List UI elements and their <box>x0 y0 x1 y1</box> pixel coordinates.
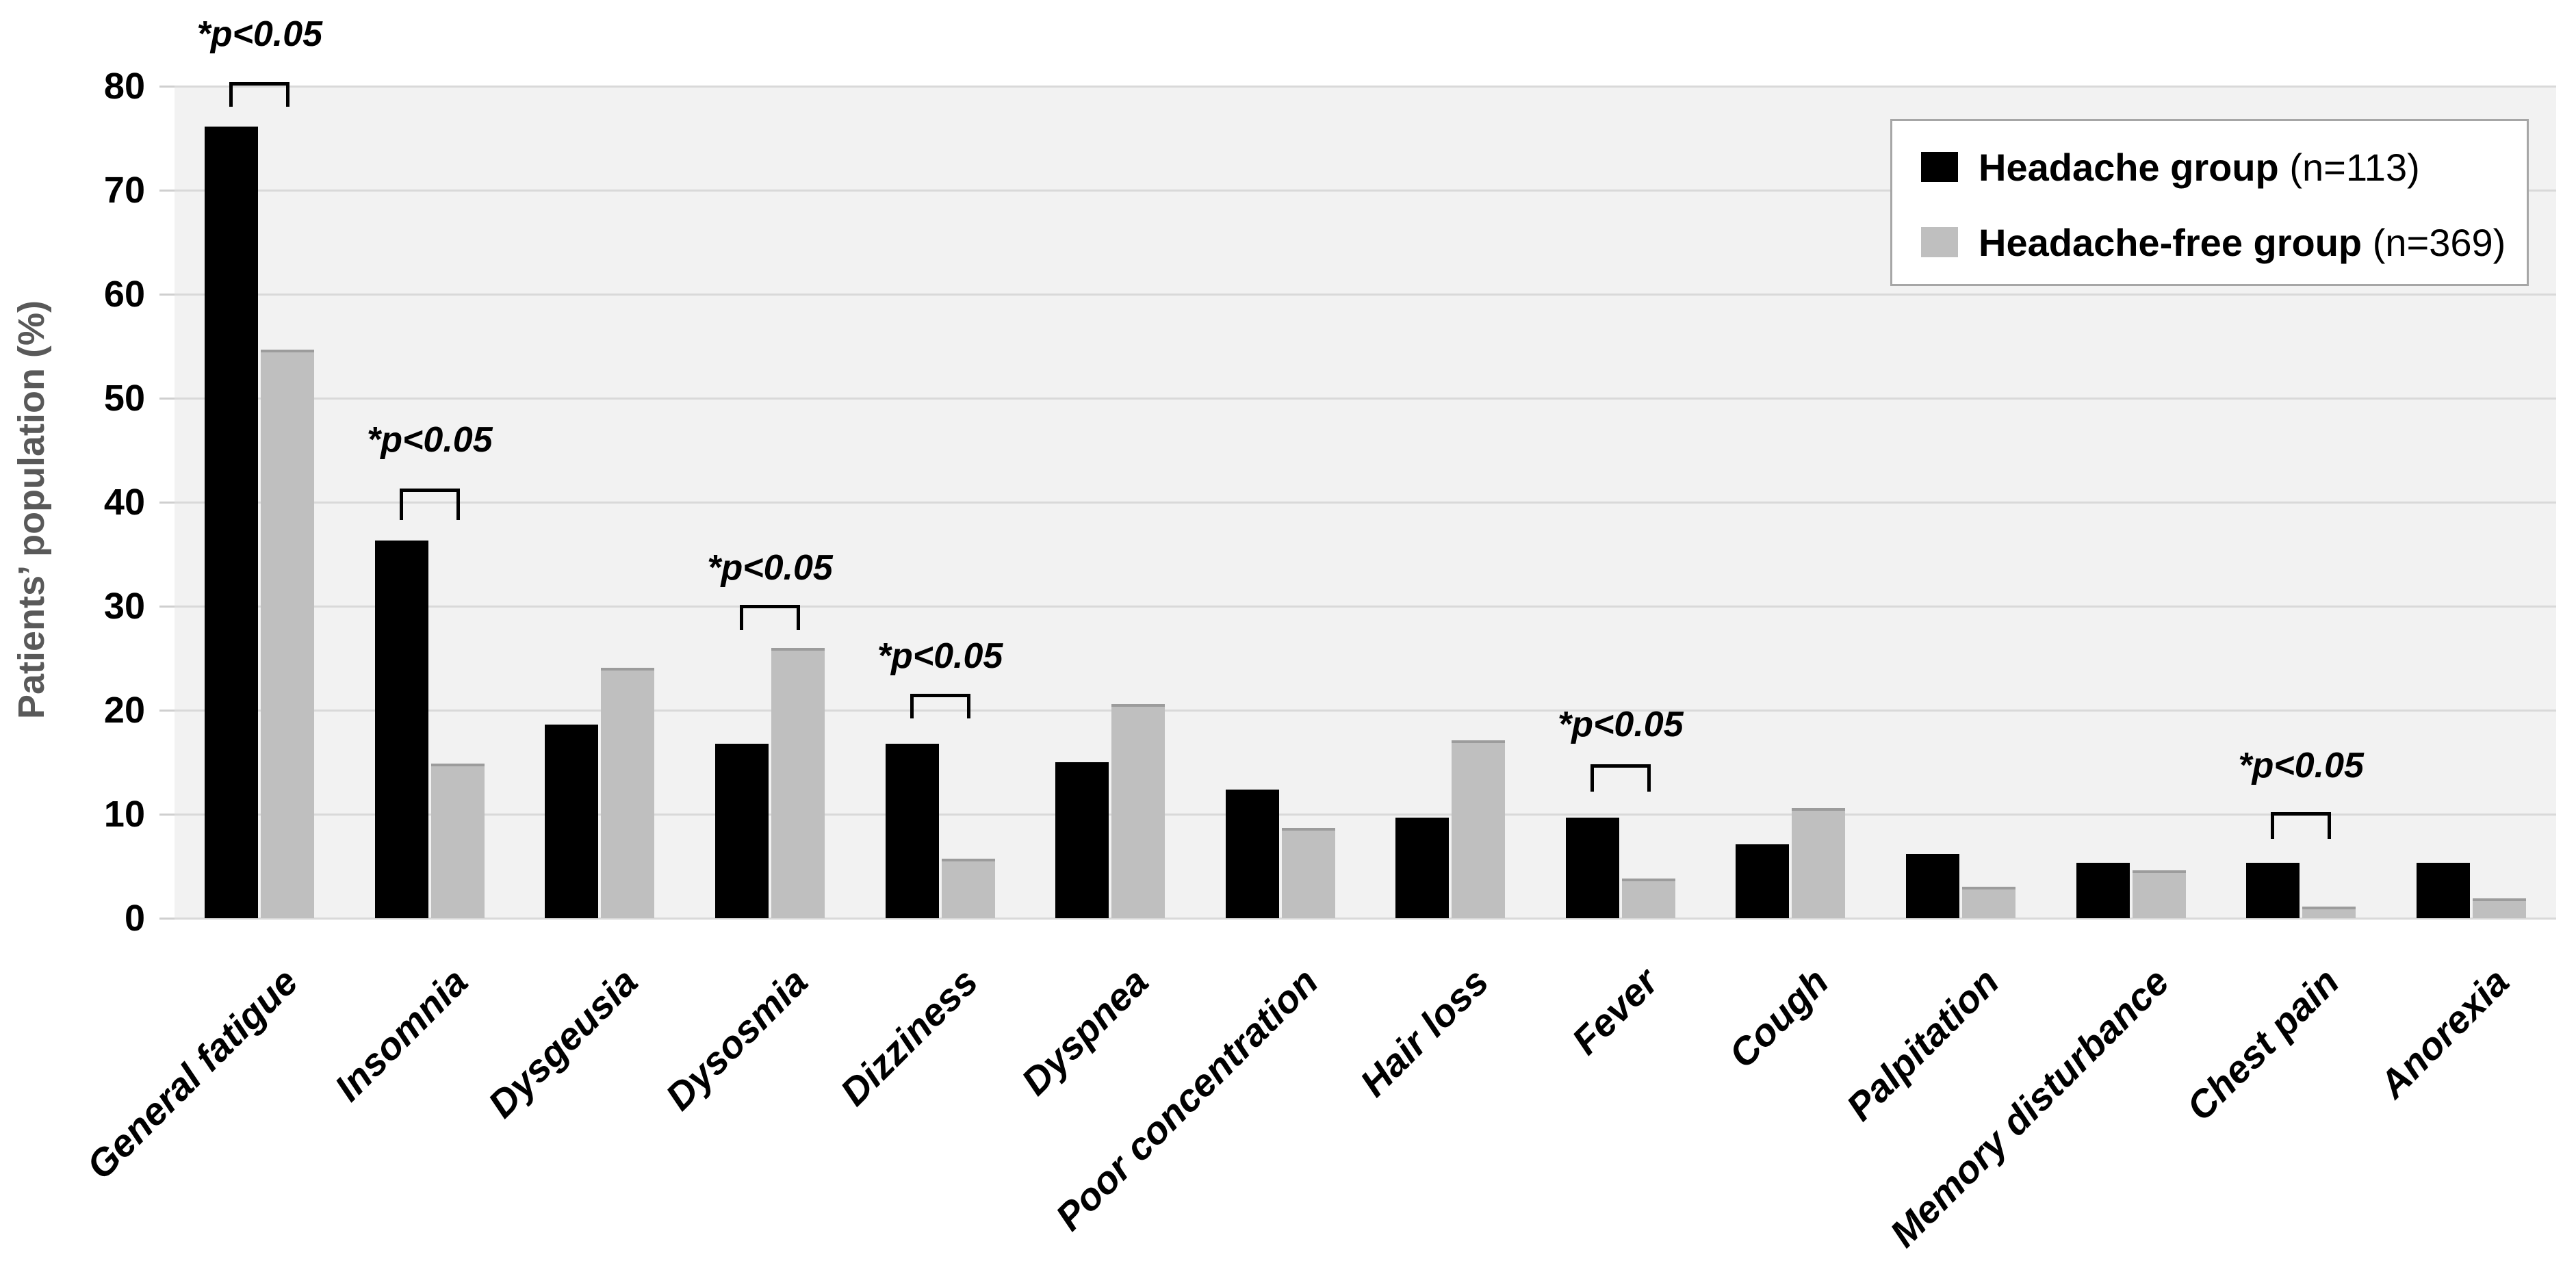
bar-headache-free-group <box>601 667 655 918</box>
x-category-label: Dysgeusia <box>480 959 646 1126</box>
gridline <box>175 501 2556 504</box>
bar-headache-group <box>1055 762 1109 918</box>
significance-bracket <box>2271 811 2332 840</box>
x-category-label: Dyspnea <box>1012 959 1157 1104</box>
bar-headache-group <box>1395 817 1450 918</box>
legend-label: Headache-free group (n=369) <box>1979 220 2506 264</box>
y-tick-label: 40 <box>103 482 145 523</box>
significance-label: *p<0.05 <box>196 14 323 54</box>
x-category-label: Dysosmia <box>657 959 816 1119</box>
bar-headache-group <box>1736 844 1790 918</box>
y-axis-tick <box>159 709 175 712</box>
bar-headache-free-group <box>261 349 315 918</box>
x-category-label: Palpitation <box>1838 959 2007 1129</box>
bar-headache-free-group <box>1281 827 1335 918</box>
gridline <box>175 189 2556 192</box>
bar-headache-group <box>205 127 259 918</box>
bar-headache-group <box>1906 853 1959 918</box>
legend-item: Headache-free group (n=369) <box>1921 220 2506 264</box>
x-category-label: Memory disturbance <box>1881 959 2177 1256</box>
y-tick-label: 20 <box>103 690 145 731</box>
y-axis-tick <box>159 501 175 504</box>
bar-headache-group <box>545 725 599 918</box>
y-tick-label: 10 <box>103 794 145 835</box>
y-tick-label: 70 <box>103 170 145 211</box>
gridline <box>175 709 2556 712</box>
x-category-label: Hair loss <box>1351 959 1497 1105</box>
bar-headache-free-group <box>1962 887 2015 918</box>
bar-headache-group <box>1225 789 1279 918</box>
gridline <box>175 813 2556 816</box>
x-category-label: General fatigue <box>77 959 306 1188</box>
significance-label: *p<0.05 <box>707 547 833 588</box>
x-category-label: Chest pain <box>2178 959 2347 1129</box>
gridline <box>175 397 2556 400</box>
legend-swatch-icon <box>1921 227 1958 257</box>
significance-label: *p<0.05 <box>2238 745 2364 785</box>
y-axis-tick <box>159 85 175 88</box>
bar-headache-free-group <box>771 647 825 918</box>
legend-label: Headache group (n=113) <box>1979 145 2420 189</box>
y-axis-tick <box>159 189 175 192</box>
gridline <box>175 293 2556 296</box>
bar-headache-group <box>2076 863 2130 918</box>
bar-headache-free-group <box>2302 907 2356 918</box>
x-category-label: Dizziness <box>832 959 986 1114</box>
x-category-label: Insomnia <box>326 959 476 1110</box>
bar-headache-free-group <box>1621 879 1675 918</box>
bar-headache-group <box>374 541 428 918</box>
legend-item: Headache group (n=113) <box>1921 145 2420 189</box>
y-axis-tick <box>159 917 175 920</box>
y-tick-label: 80 <box>103 66 145 107</box>
significance-bracket <box>399 489 460 520</box>
bar-headache-free-group <box>2472 898 2526 918</box>
bar-headache-group <box>885 743 939 918</box>
y-tick-label: 30 <box>103 586 145 627</box>
y-tick-label: 0 <box>124 898 145 939</box>
y-axis-tick <box>159 605 175 608</box>
bar-headache-group <box>1565 817 1619 918</box>
y-tick-label: 60 <box>103 274 145 315</box>
significance-bracket <box>229 81 290 107</box>
y-axis-tick <box>159 813 175 816</box>
bar-headache-free-group <box>430 763 485 918</box>
x-category-label: Anorexia <box>2370 959 2517 1106</box>
significance-bracket <box>740 605 800 630</box>
bar-headache-free-group <box>1792 807 1846 918</box>
gridline <box>175 917 2556 920</box>
significance-label: *p<0.05 <box>877 636 1003 676</box>
x-category-label: Fever <box>1563 959 1667 1063</box>
gridline <box>175 605 2556 608</box>
bar-headache-free-group <box>1452 740 1506 918</box>
x-category-label: Cough <box>1720 959 1837 1076</box>
bar-headache-group <box>2246 863 2300 918</box>
legend-swatch-icon <box>1921 152 1958 182</box>
significance-label: *p<0.05 <box>367 419 493 460</box>
bar-headache-free-group <box>1111 703 1165 918</box>
significance-bracket <box>910 693 970 719</box>
significance-bracket <box>1590 764 1651 792</box>
y-tick-label: 50 <box>103 378 145 419</box>
bar-headache-group <box>2416 863 2470 918</box>
gridline <box>175 85 2556 88</box>
y-axis-tick <box>159 293 175 296</box>
bar-headache-free-group <box>2132 870 2186 918</box>
significance-label: *p<0.05 <box>1558 705 1684 745</box>
legend: Headache group (n=113) Headache-free grou… <box>1890 119 2529 286</box>
y-axis-tick <box>159 397 175 400</box>
bar-headache-free-group <box>941 859 995 918</box>
bar-headache-group <box>715 743 769 918</box>
